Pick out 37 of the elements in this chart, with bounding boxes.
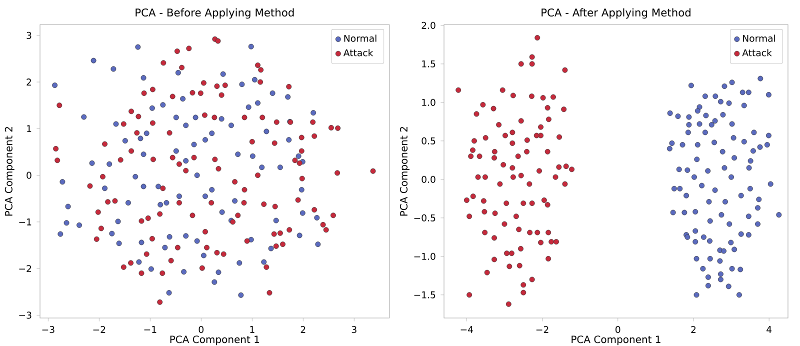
y-tick-label: 1.5 (422, 60, 436, 68)
x-tick-label: 2 (300, 326, 306, 333)
x-tick-label: −2 (93, 326, 106, 333)
y-tick-label: 2 (26, 78, 32, 86)
x-tick-label: 0 (198, 326, 204, 334)
legend-label: Normal (344, 34, 376, 42)
y-axis-title: PCA Component 2 (400, 127, 410, 216)
y-tick-label: −3 (19, 312, 32, 319)
legend-label: Attack (742, 49, 772, 56)
legend-label: Normal (743, 34, 776, 42)
y-tick-label: 3 (26, 32, 32, 39)
x-tick-label: 0 (616, 326, 620, 334)
x-tick-label: 3 (352, 326, 356, 334)
y-tick-label: −2 (19, 265, 32, 272)
y-tick-label: 0 (26, 172, 32, 179)
x-tick-label: −4 (460, 326, 474, 333)
x-tick-label: −1 (144, 326, 156, 333)
x-tick-label: 1 (250, 326, 254, 333)
y-tick-label: 0.0 (422, 176, 436, 183)
x-tick-label: 4 (766, 326, 772, 333)
y-axis-title: PCA Component 2 (4, 127, 14, 216)
x-axis-title: PCA Component 1 (170, 336, 260, 346)
y-tick-label: 1 (27, 125, 32, 132)
x-tick-label: −3 (42, 326, 54, 334)
y-tick-label: 2.0 (422, 22, 436, 29)
y-tick-label: 0.5 (422, 137, 436, 144)
x-tick-label: −2 (536, 326, 548, 333)
y-tick-label: −1.0 (414, 252, 436, 260)
y-tick-label: −0.5 (414, 214, 436, 222)
x-tick-label: 2 (691, 326, 696, 333)
chart-title: PCA - Before Applying Method (136, 8, 294, 19)
legend-label: Attack (343, 49, 374, 56)
y-tick-label: 1.0 (422, 98, 436, 106)
y-tick-label: −1.5 (414, 291, 436, 298)
chart-title: PCA - After Applying Method (542, 8, 690, 19)
x-axis-title: PCA Component 1 (572, 336, 660, 346)
y-tick-label: −1 (19, 218, 32, 226)
